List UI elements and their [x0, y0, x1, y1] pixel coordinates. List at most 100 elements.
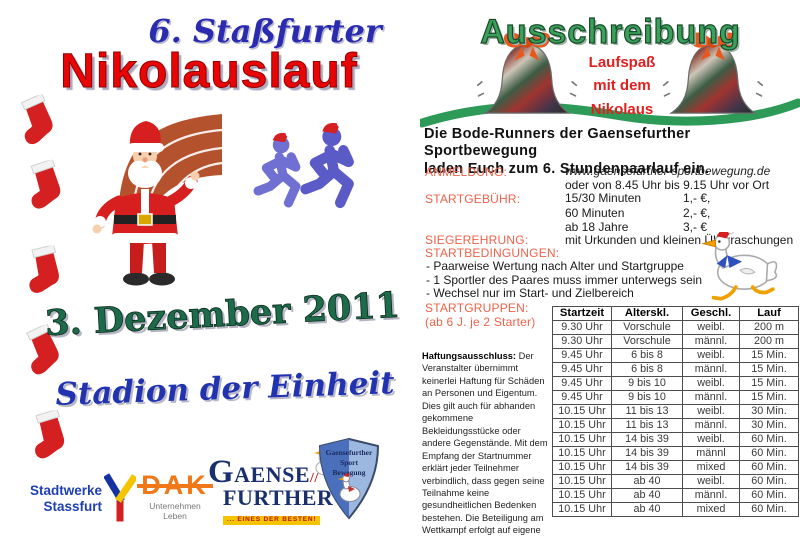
table-row: 9.30 Uhr Vorschule männl. 200 m	[552, 334, 799, 349]
svg-text:Bewegung: Bewegung	[333, 468, 366, 477]
anmeldung-label: ANMELDUNG:	[425, 165, 508, 179]
cell-altersklasse: ab 40	[611, 488, 683, 503]
gaense-line2: FURTHER	[223, 485, 334, 510]
cell-startzeit: 9.30 Uhr	[552, 334, 612, 349]
cell-startzeit: 9.45 Uhr	[552, 376, 612, 391]
cell-altersklasse: ab 40	[611, 502, 683, 517]
cell-startzeit: 10.15 Uhr	[552, 474, 612, 489]
event-title: Nikolauslauf	[60, 45, 358, 99]
stocking-icon	[13, 92, 62, 152]
table-row: 9.45 Uhr 6 bis 8 männl. 15 Min.	[552, 362, 799, 377]
cell-altersklasse: Vorschule	[611, 334, 683, 349]
cell-geschlecht: mixed	[682, 460, 740, 475]
dak-tagline: Unternehmen Leben	[149, 501, 201, 521]
event-venue: Stadion der Einheit	[54, 365, 396, 413]
cell-lauf: 15 Min.	[739, 390, 799, 405]
startgruppen-label: STARTGRUPPEN:	[425, 301, 529, 315]
col-altersklasse: Alterskl.	[611, 306, 683, 321]
table-row: 9.45 Uhr 9 bis 10 weibl. 15 Min.	[552, 376, 799, 391]
wave-divider	[417, 96, 800, 137]
condition-item: - Wechsel nur im Start- und Zielbereich	[426, 286, 634, 300]
cell-lauf: 60 Min.	[739, 446, 799, 461]
dak-wordmark: DAK	[137, 472, 213, 499]
dak-bar	[137, 484, 213, 488]
cell-startzeit: 9.30 Uhr	[552, 320, 612, 335]
cell-geschlecht: männl.	[682, 418, 740, 433]
cell-startzeit: 9.45 Uhr	[552, 390, 612, 405]
sponsor-stadtwerke-logo: Stadtwerke Stassfurt	[22, 483, 102, 514]
col-lauf: Lauf	[739, 306, 799, 321]
running-goose-illustration	[686, 227, 794, 309]
cell-altersklasse: 11 bis 13	[611, 404, 683, 419]
poster-left-panel: 6. Staßfurter Nikolauslauf	[0, 12, 401, 527]
tagline: Laufspaß mit dem Nikolaus	[560, 51, 684, 121]
cell-geschlecht: weibl.	[682, 320, 740, 335]
cell-lauf: 15 Min.	[739, 348, 799, 363]
cell-geschlecht: mixed	[682, 502, 740, 517]
cell-lauf: 30 Min.	[739, 418, 799, 433]
cell-startzeit: 10.15 Uhr	[552, 460, 612, 475]
website-link[interactable]: www.gaensefurther-sportbewegung.de	[565, 164, 771, 178]
table-row: 10.15 Uhr ab 40 weibl. 60 Min.	[552, 474, 799, 489]
siegerehrung-label: SIEGEREHRUNG:	[425, 233, 529, 247]
disclaimer-text: Der Veranstalter übernimmt keinerlei Haf…	[422, 351, 548, 539]
fee-category: 15/30 Minuten	[565, 191, 642, 205]
fee-row: 15/30 Minuten 1,- €,	[565, 191, 710, 206]
table-row: 10.15 Uhr 11 bis 13 männl. 30 Min.	[552, 418, 799, 433]
table-row: 9.45 Uhr 6 bis 8 weibl. 15 Min.	[552, 348, 799, 363]
stadtwerke-line1: Stadtwerke	[29, 483, 102, 498]
table-row: 10.15 Uhr 14 bis 39 weibl. 60 Min.	[552, 432, 799, 447]
fee-list: 15/30 Minuten 1,- €, 60 Minuten 2,- €, ab …	[565, 191, 710, 235]
stocking-icon	[23, 158, 69, 215]
sponsor-gaensefurther-logo: GAENSE// FURTHER ... EINES DER BESTEN!	[208, 447, 335, 525]
santa-claus-track-illustration	[86, 103, 224, 300]
cell-geschlecht: weibl.	[682, 348, 740, 363]
fee-amount: 2,- €,	[683, 205, 711, 220]
fee-amount: 1,- €,	[683, 191, 711, 205]
table-row: 10.15 Uhr ab 40 männl. 60 Min.	[552, 488, 799, 503]
runners-silhouette-illustration	[248, 121, 360, 258]
startgruppen-note: (ab 6 J. je 2 Starter)	[425, 315, 536, 329]
cell-altersklasse: 9 bis 10	[611, 390, 683, 405]
intro-text: Die Bode-Runners der Gaensefurther Sport…	[424, 126, 800, 178]
condition-item: - Paarweise Wertung nach Alter und Start…	[426, 259, 684, 273]
svg-text:Gaensefurther: Gaensefurther	[326, 448, 373, 457]
cell-lauf: 15 Min.	[739, 362, 799, 377]
cell-geschlecht: männl.	[682, 362, 740, 377]
cell-lauf: 15 Min.	[739, 376, 799, 391]
poster-right-panel: Ausschreibung Laufspaß mit dem Nikolaus Di…	[417, 0, 800, 539]
sport-bewegung-shield-badge: Gaensefurther Sport Bewegung	[317, 436, 381, 527]
intro-line1: Die Bode-Runners der Gaensefurther Sport…	[424, 126, 691, 160]
fee-row: 60 Minuten 2,- €,	[565, 206, 710, 221]
cell-geschlecht: männl.	[682, 390, 740, 405]
table-row: 10.15 Uhr ab 40 mixed 60 Min.	[552, 502, 799, 517]
startgebuehr-label: STARTGEBÜHR:	[425, 192, 521, 206]
stocking-icon	[24, 245, 66, 300]
cell-geschlecht: weibl.	[682, 474, 740, 489]
cell-geschlecht: weibl.	[682, 404, 740, 419]
cell-altersklasse: 9 bis 10	[611, 376, 683, 391]
cell-geschlecht: männl.	[682, 334, 740, 349]
registration-alternative: oder von 8.45 Uhr bis 9.15 Uhr vor Ort	[565, 178, 770, 192]
intro-line2: laden Euch zum 6. Stundenpaarlauf ein.	[424, 160, 710, 177]
fee-amount: 3,- €	[683, 220, 708, 234]
cell-lauf: 30 Min.	[739, 404, 799, 419]
sponsor-dak-logo: DAK Unternehmen Leben	[137, 472, 213, 521]
startbedingungen-label: STARTBEDINGUNGEN:	[425, 246, 560, 260]
cell-lauf: 60 Min.	[739, 502, 799, 517]
gaense-line1: GAENSE//	[208, 454, 319, 490]
siegerehrung-value: mit Urkunden und kleinen Überraschungen	[565, 233, 794, 247]
cell-geschlecht: männl.	[682, 488, 740, 503]
col-geschlecht: Geschl.	[682, 306, 740, 321]
cell-lauf: 60 Min.	[739, 460, 799, 475]
gaense-tagline: ... EINES DER BESTEN!	[223, 516, 321, 525]
table-row: 9.45 Uhr 9 bis 10 männl. 15 Min.	[552, 390, 799, 405]
cell-altersklasse: 14 bis 39	[611, 446, 683, 461]
cell-lauf: 60 Min.	[739, 432, 799, 447]
liability-disclaimer: Haftungsausschluss: Der Veranstalter übe…	[422, 350, 549, 539]
cell-geschlecht: männl	[682, 446, 740, 461]
cell-startzeit: 10.15 Uhr	[552, 446, 612, 461]
fee-category: ab 18 Jahre	[565, 220, 629, 234]
cell-startzeit: 9.45 Uhr	[552, 362, 612, 377]
